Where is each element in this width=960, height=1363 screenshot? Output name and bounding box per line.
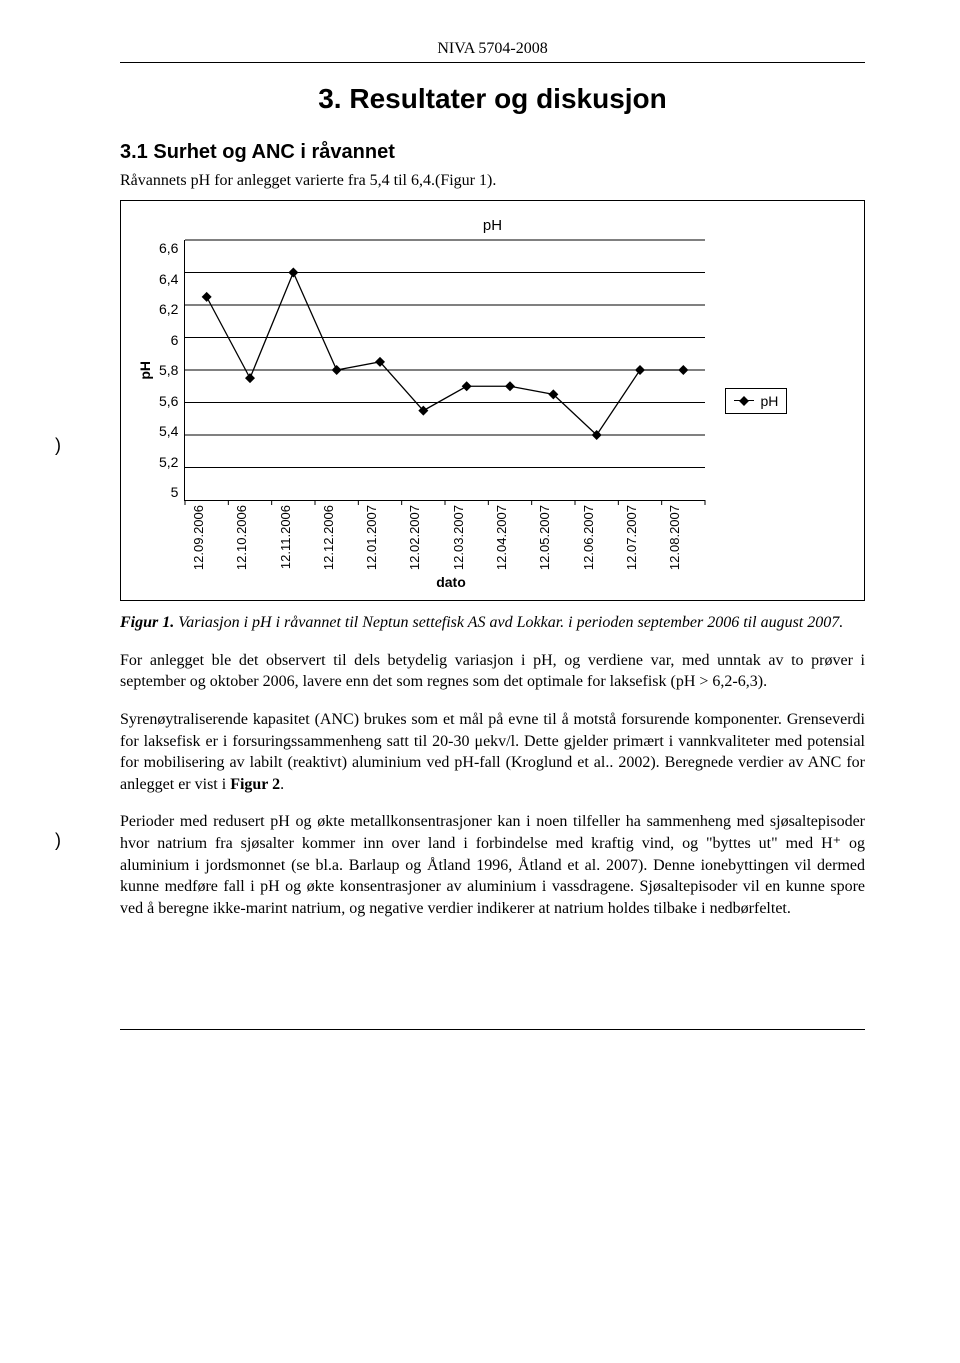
- margin-mark: ): [55, 830, 61, 851]
- x-tick-label: 12.11.2006: [278, 505, 321, 570]
- legend-label: pH: [760, 393, 778, 409]
- section-title: 3.1 Surhet og ANC i råvannet: [120, 141, 865, 164]
- chart-title: pH: [137, 217, 848, 234]
- paragraph-2: Syrenøytraliserende kapasitet (ANC) bruk…: [120, 709, 865, 795]
- y-tick-label: 6,2: [159, 301, 178, 317]
- y-tick-label: 5,8: [159, 362, 178, 378]
- x-tick-label: 12.01.2007: [364, 505, 407, 570]
- paragraph-1: For anlegget ble det observert til dels …: [120, 650, 865, 693]
- intro-text: Råvannets pH for anlegget varierte fra 5…: [120, 172, 865, 190]
- x-tick-label: 12.02.2007: [407, 505, 450, 570]
- x-axis-label: dato: [191, 574, 711, 590]
- figure-caption: Figur 1. Variasjon i pH i råvannet til N…: [120, 613, 865, 634]
- y-tick-label: 6: [159, 332, 178, 348]
- figure-2-ref: Figur 2: [230, 776, 280, 793]
- x-ticks: 12.09.200612.10.200612.11.200612.12.2006…: [191, 501, 711, 570]
- figure-label: Figur 1.: [120, 614, 174, 631]
- y-tick-label: 6,6: [159, 240, 178, 256]
- x-tick-label: 12.06.2007: [581, 505, 624, 570]
- header-id: NIVA 5704-2008: [120, 40, 865, 58]
- x-tick-label: 12.10.2006: [234, 505, 277, 570]
- y-tick-label: 5,6: [159, 393, 178, 409]
- y-ticks: 6,6 6,4 6,2 6 5,8 5,6 5,4 5,2 5: [159, 240, 184, 500]
- x-tick-label: 12.12.2006: [321, 505, 364, 570]
- legend: pH: [725, 388, 787, 414]
- x-tick-label: 12.09.2006: [191, 505, 234, 570]
- figure-caption-text: Variasjon i pH i råvannet til Neptun set…: [174, 614, 843, 631]
- legend-marker-icon: [734, 400, 754, 401]
- y-tick-label: 5: [159, 484, 178, 500]
- x-tick-label: 12.03.2007: [451, 505, 494, 570]
- header-rule: [120, 62, 865, 63]
- y-tick-label: 5,2: [159, 454, 178, 470]
- x-tick-label: 12.08.2007: [667, 505, 710, 570]
- plot-area: [184, 240, 705, 501]
- x-tick-label: 12.07.2007: [624, 505, 667, 570]
- footer-rule: [120, 1029, 865, 1030]
- x-tick-label: 12.05.2007: [537, 505, 580, 570]
- y-axis-label: pH: [137, 361, 159, 380]
- x-tick-label: 12.04.2007: [494, 505, 537, 570]
- y-tick-label: 6,4: [159, 271, 178, 287]
- page-title: 3. Resultater og diskusjon: [120, 83, 865, 115]
- y-tick-label: 5,4: [159, 423, 178, 439]
- margin-mark: ): [55, 435, 61, 456]
- paragraph-2b: .: [280, 776, 284, 793]
- ph-chart-box: pH pH 6,6 6,4 6,2 6 5,8 5,6 5,4 5,2 5 pH 12.09.2…: [120, 200, 865, 601]
- paragraph-3: Perioder med redusert pH og økte metallk…: [120, 811, 865, 919]
